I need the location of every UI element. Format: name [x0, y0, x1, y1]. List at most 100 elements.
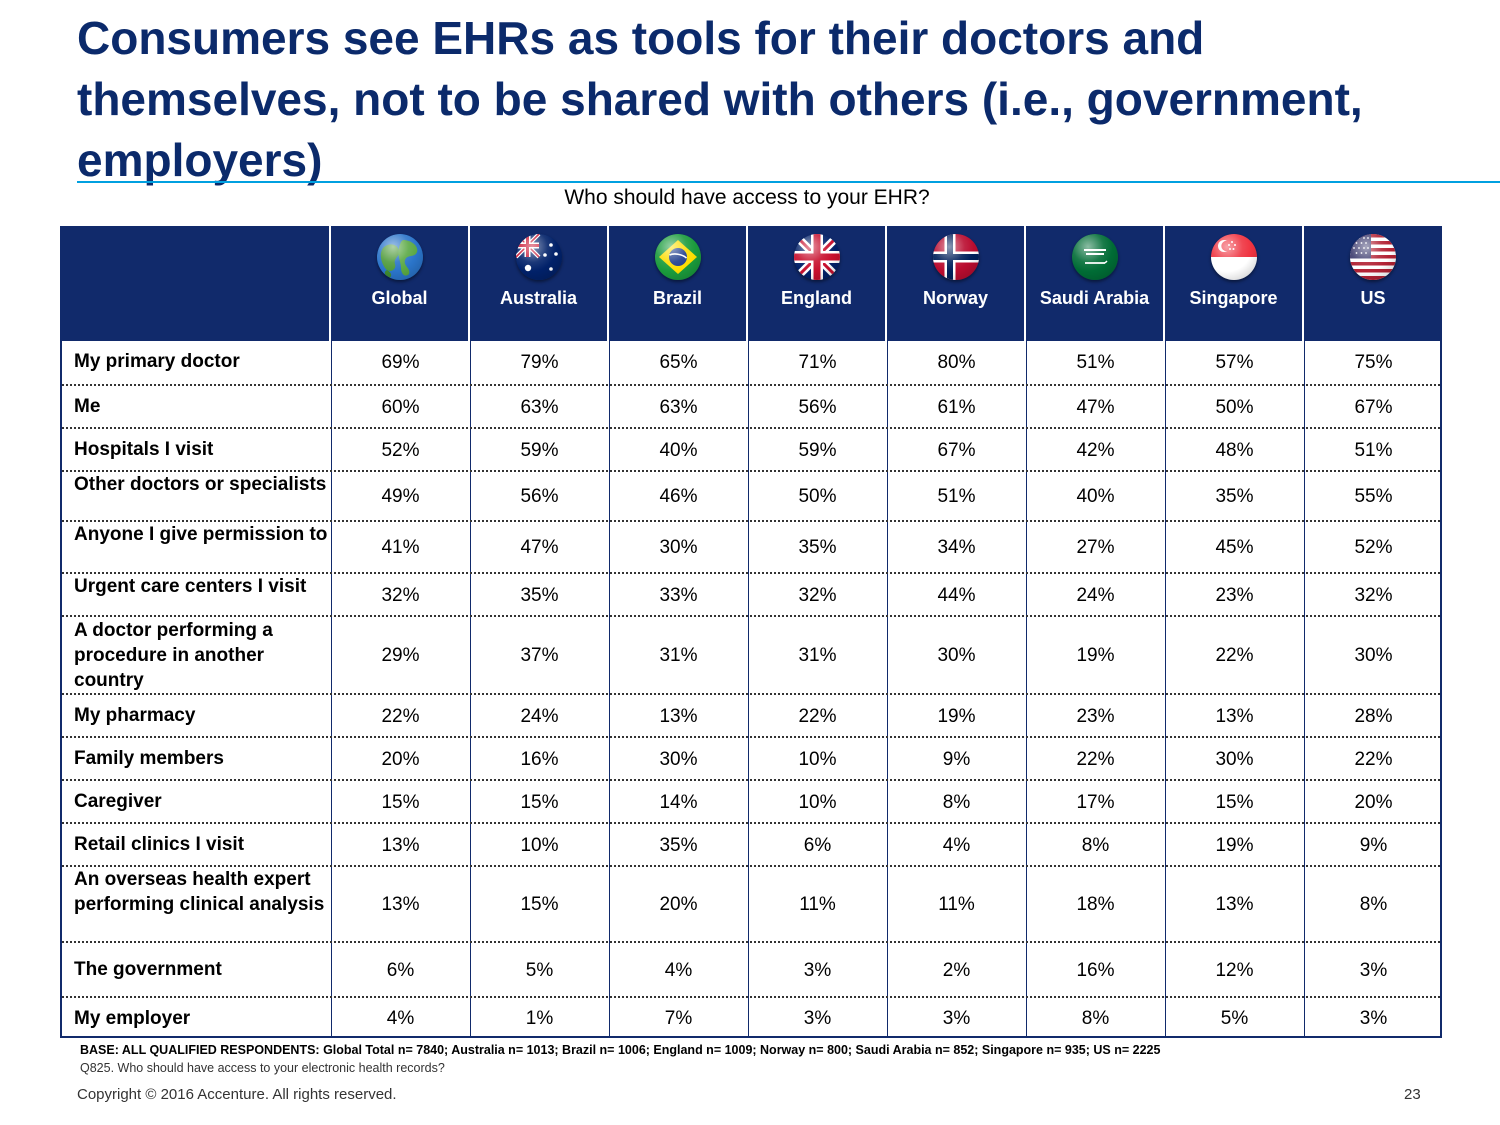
table-cell: 59%	[520, 440, 559, 461]
table-cell: 15%	[1215, 792, 1254, 813]
table-cell: 24%	[520, 706, 559, 727]
table-cell: 59%	[798, 440, 837, 461]
table-cell: 71%	[798, 352, 837, 373]
table-cell: 3%	[1359, 1008, 1388, 1029]
table-cell: 49%	[381, 486, 420, 507]
question-footnote: Q825. Who should have access to your ele…	[80, 1061, 445, 1075]
table-cell: 13%	[381, 894, 420, 915]
column-header-norway: Norway	[885, 226, 1024, 341]
table-cell: 46%	[659, 486, 698, 507]
table-cell: 3%	[942, 1008, 971, 1029]
table-cell: 4%	[664, 960, 693, 981]
column-label: England	[781, 288, 852, 308]
table-cell: 17%	[1076, 792, 1115, 813]
copyright: Copyright © 2016 Accenture. All rights r…	[77, 1086, 397, 1103]
table-cell: 1%	[525, 1008, 554, 1029]
table-row: Family members 20% 16% 30% 10% 9% 22% 30% 22%	[62, 736, 1440, 781]
table-cell: 8%	[1081, 1008, 1110, 1029]
table-cell: 8%	[1359, 894, 1388, 915]
table-cell: 18%	[1076, 894, 1115, 915]
column-divider	[1026, 341, 1027, 1036]
table-cell: 51%	[1076, 352, 1115, 373]
column-label: Norway	[922, 288, 989, 308]
table-row: Urgent care centers I visit 32% 35% 33% 32% 4…	[62, 572, 1440, 617]
saudi-arabia-flag-icon	[1071, 234, 1118, 280]
table-cell: 22%	[1076, 749, 1115, 770]
table-cell: 6%	[803, 835, 832, 856]
table-cell: 11%	[938, 894, 975, 915]
row-label: My pharmacy	[74, 705, 196, 726]
table-cell: 27%	[1076, 537, 1115, 558]
table-cell: 51%	[1354, 440, 1393, 461]
table-cell: 55%	[1354, 486, 1393, 507]
row-label: An overseas health expert performing cli…	[74, 869, 325, 915]
table-cell: 56%	[798, 397, 837, 418]
column-divider	[887, 341, 888, 1036]
column-divider	[331, 341, 332, 1036]
table-row: My employer 4% 1% 7% 3% 3% 8% 5% 3%	[62, 996, 1440, 1040]
table-row: A doctor performing a procedure in anoth…	[62, 615, 1440, 695]
row-label: My employer	[74, 1008, 191, 1029]
table-cell: 32%	[381, 585, 420, 606]
column-header-england: England	[746, 226, 885, 341]
table-cell: 40%	[1076, 486, 1115, 507]
table-cell: 11%	[799, 894, 836, 915]
australia-flag-icon	[515, 234, 562, 280]
table-row: An overseas health expert performing cli…	[62, 865, 1440, 943]
table-cell: 42%	[1076, 440, 1115, 461]
table-cell: 31%	[798, 645, 837, 666]
table-cell: 63%	[659, 397, 698, 418]
slide-title: Consumers see EHRs as tools for their do…	[77, 12, 1363, 186]
table-cell: 12%	[1215, 960, 1254, 981]
table-cell: 22%	[798, 706, 837, 727]
table-cell: 22%	[1354, 749, 1393, 770]
table-cell: 28%	[1354, 706, 1393, 727]
row-label: The government	[74, 959, 222, 980]
table-cell: 79%	[520, 352, 559, 373]
table-cell: 24%	[1076, 585, 1115, 606]
table-cell: 29%	[381, 645, 420, 666]
table-cell: 16%	[1076, 960, 1115, 981]
column-divider	[1304, 341, 1305, 1036]
table-cell: 37%	[520, 645, 559, 666]
row-label: Other doctors or specialists	[74, 474, 327, 495]
table-cell: 10%	[520, 835, 559, 856]
table-cell: 22%	[381, 706, 420, 727]
table-cell: 10%	[798, 749, 837, 770]
table-row: Retail clinics I visit 13% 10% 35% 6% 4% 8% 19%…	[62, 822, 1440, 867]
table-header: Global Australia	[60, 226, 1442, 341]
table-cell: 50%	[1215, 397, 1254, 418]
column-header-singapore: Singapore	[1163, 226, 1302, 341]
table-cell: 75%	[1354, 352, 1393, 373]
table-cell: 35%	[798, 537, 837, 558]
row-label: Caregiver	[74, 791, 162, 812]
results-table: My primary doctor 69% 79% 65% 71% 80% 51% 57% 75…	[60, 341, 1442, 1038]
column-divider	[609, 341, 610, 1036]
table-cell: 32%	[1354, 585, 1393, 606]
table-cell: 45%	[1215, 537, 1254, 558]
row-label: Anyone I give permission to	[74, 524, 328, 545]
table-cell: 52%	[1354, 537, 1393, 558]
table-cell: 33%	[659, 585, 698, 606]
table-cell: 19%	[1215, 835, 1254, 856]
table-cell: 19%	[1076, 645, 1115, 666]
column-label: Australia	[499, 288, 578, 308]
table-cell: 8%	[942, 792, 971, 813]
table-cell: 40%	[659, 440, 698, 461]
globe-icon	[376, 234, 423, 280]
row-label: Urgent care centers I visit	[74, 576, 307, 597]
table-cell: 32%	[798, 585, 837, 606]
table-cell: 9%	[942, 749, 971, 770]
table-cell: 48%	[1215, 440, 1254, 461]
table-cell: 15%	[520, 894, 559, 915]
table-cell: 35%	[520, 585, 559, 606]
column-label: Singapore	[1189, 288, 1278, 308]
table-cell: 35%	[1215, 486, 1254, 507]
table-cell: 7%	[664, 1008, 693, 1029]
table-cell: 57%	[1215, 352, 1254, 373]
table-cell: 13%	[381, 835, 420, 856]
row-label: Retail clinics I visit	[74, 834, 245, 855]
table-row: My primary doctor 69% 79% 65% 71% 80% 51% 57% 75…	[62, 341, 1440, 384]
table-cell: 5%	[1220, 1008, 1249, 1029]
norway-flag-icon	[932, 234, 979, 280]
